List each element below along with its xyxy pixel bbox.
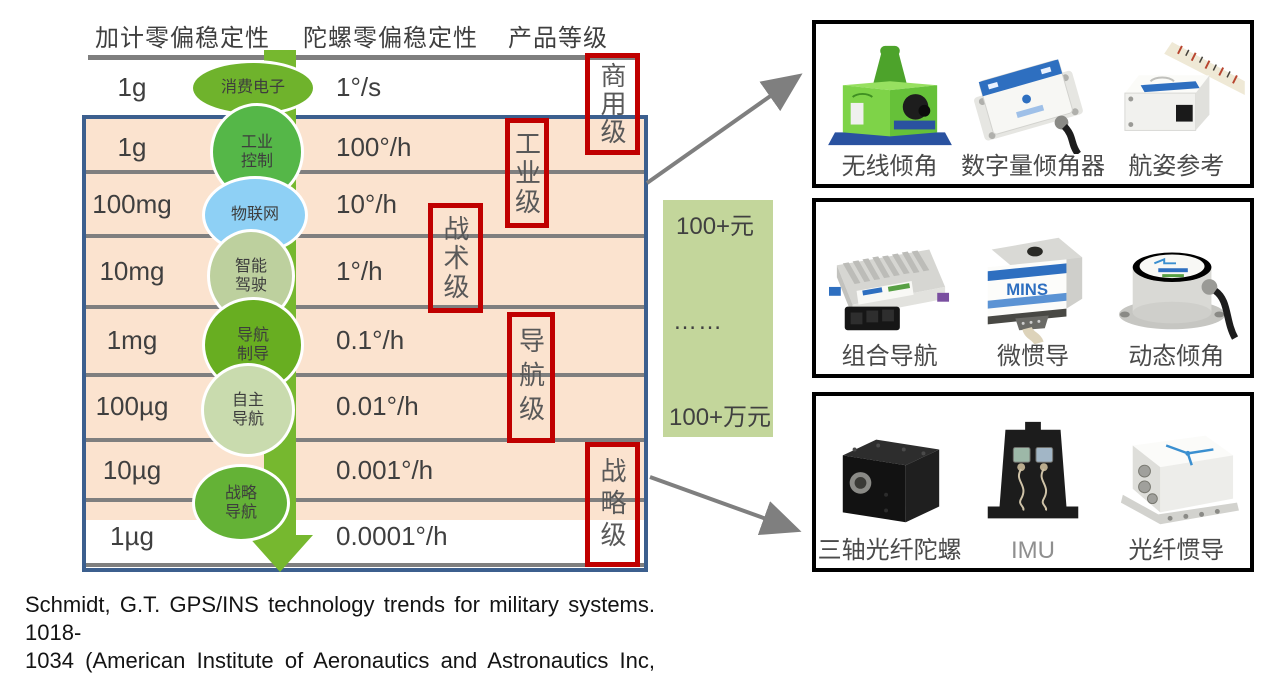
- gyro-value: 10°/h: [336, 189, 398, 219]
- gyro-value: 0.01°/h: [336, 391, 419, 421]
- price-low: 100+元: [676, 213, 755, 240]
- acc-value: 1g: [117, 132, 147, 162]
- row-divider: [86, 438, 644, 442]
- dynamic-tilt-sensor-image: [1119, 252, 1239, 340]
- product-label: 光纤惯导: [1128, 536, 1225, 564]
- product-label: 航姿参考: [1128, 152, 1225, 180]
- acc-value: 10µg: [102, 455, 162, 485]
- grade-box-strategic: 战略级: [585, 442, 640, 567]
- arrow-to-panel-industrial: [645, 73, 803, 185]
- product-label: 数字量倾角器: [961, 152, 1105, 180]
- product-cell: MINS 微惯导: [961, 206, 1104, 372]
- top-divider-line: [88, 55, 640, 60]
- arrow-to-panel-strategic: [649, 475, 802, 536]
- product-cell: 数字量倾角器: [961, 28, 1105, 182]
- acc-value: 1µg: [110, 521, 154, 551]
- product-cell: IMU: [961, 400, 1104, 566]
- price-ellipsis: ……: [673, 308, 723, 335]
- digital-inclinometer-image: [974, 58, 1083, 154]
- product-label: 无线倾角: [841, 152, 938, 180]
- table-blue-border: [82, 115, 648, 572]
- acc-value: 100mg: [92, 189, 172, 219]
- gyro-value: 1°/s: [336, 72, 382, 102]
- acc-value: 10mg: [99, 256, 165, 286]
- gyro-value: 100°/h: [336, 132, 412, 162]
- row-divider: [86, 563, 644, 567]
- integrated-navigation-image: [828, 249, 949, 330]
- product-cell: 组合导航: [818, 206, 961, 372]
- app-ellipse-strategic-navigation: 战略 导航: [192, 464, 290, 542]
- wireless-tilt-sensor-image: [827, 45, 952, 145]
- imu-image: [987, 421, 1079, 518]
- product-cell: 三轴光纤陀螺: [817, 400, 962, 566]
- row-divider: [86, 498, 644, 502]
- grade-box-navigation: 导航级: [507, 312, 555, 443]
- product-label: IMU: [1010, 536, 1055, 564]
- product-panel-navigation: 组合导航 MINS 微惯导: [812, 198, 1254, 378]
- row-divider: [86, 170, 644, 174]
- row-divider: [86, 373, 644, 377]
- product-panel-industrial: 无线倾角 数字量倾角器: [812, 20, 1254, 188]
- gyro-value: 0.1°/h: [336, 325, 405, 355]
- grade-box-industrial: 工业级: [505, 118, 549, 228]
- acc-value: 1mg: [106, 325, 158, 355]
- row-divider: [86, 234, 644, 238]
- header-product-grade: 产品等级: [508, 25, 608, 52]
- header-accel-bias-stability: 加计零偏稳定性: [95, 25, 270, 52]
- price-range-box: 100+元 …… 100+万元: [663, 200, 773, 437]
- device-text-mins: MINS: [1006, 279, 1048, 298]
- product-cell: 航姿参考: [1105, 28, 1248, 182]
- product-label: 组合导航: [841, 342, 938, 370]
- three-axis-fog-image: [842, 439, 939, 522]
- product-label: 微惯导: [996, 342, 1069, 370]
- gyro-value: 1°/h: [336, 256, 383, 286]
- citation-line: 1034 (American Institute of Aeronautics …: [25, 648, 655, 674]
- product-label: 动态倾角: [1128, 342, 1225, 370]
- fiber-optic-ins-image: [1121, 435, 1240, 524]
- micro-ins-image: MINS: [987, 237, 1083, 344]
- acc-value: 100µg: [95, 391, 169, 421]
- citation-line: Schmidt, G.T. GPS/INS technology trends …: [25, 592, 655, 646]
- app-ellipse-autonomous-navigation: 自主 导航: [201, 363, 295, 457]
- ahrs-image: [1124, 41, 1246, 131]
- product-cell: 光纤惯导: [1105, 400, 1248, 566]
- price-high: 100+万元: [669, 404, 772, 431]
- row-divider: [86, 305, 644, 309]
- citation: Schmidt, G.T. GPS/INS technology trends …: [25, 591, 655, 674]
- header-gyro-bias-stability: 陀螺零偏稳定性: [303, 25, 478, 52]
- grade-box-tactical: 战术级: [428, 203, 483, 313]
- product-cell: 动态倾角: [1105, 206, 1248, 372]
- acc-value: 1g: [117, 72, 147, 102]
- gyro-value: 0.0001°/h: [336, 521, 448, 551]
- product-label: 三轴光纤陀螺: [817, 536, 962, 564]
- product-panel-strategic: 三轴光纤陀螺 IMU: [812, 392, 1254, 572]
- grade-box-commercial: 商用级: [585, 53, 640, 155]
- gyro-value: 0.001°/h: [336, 455, 434, 485]
- product-cell: 无线倾角: [818, 28, 961, 182]
